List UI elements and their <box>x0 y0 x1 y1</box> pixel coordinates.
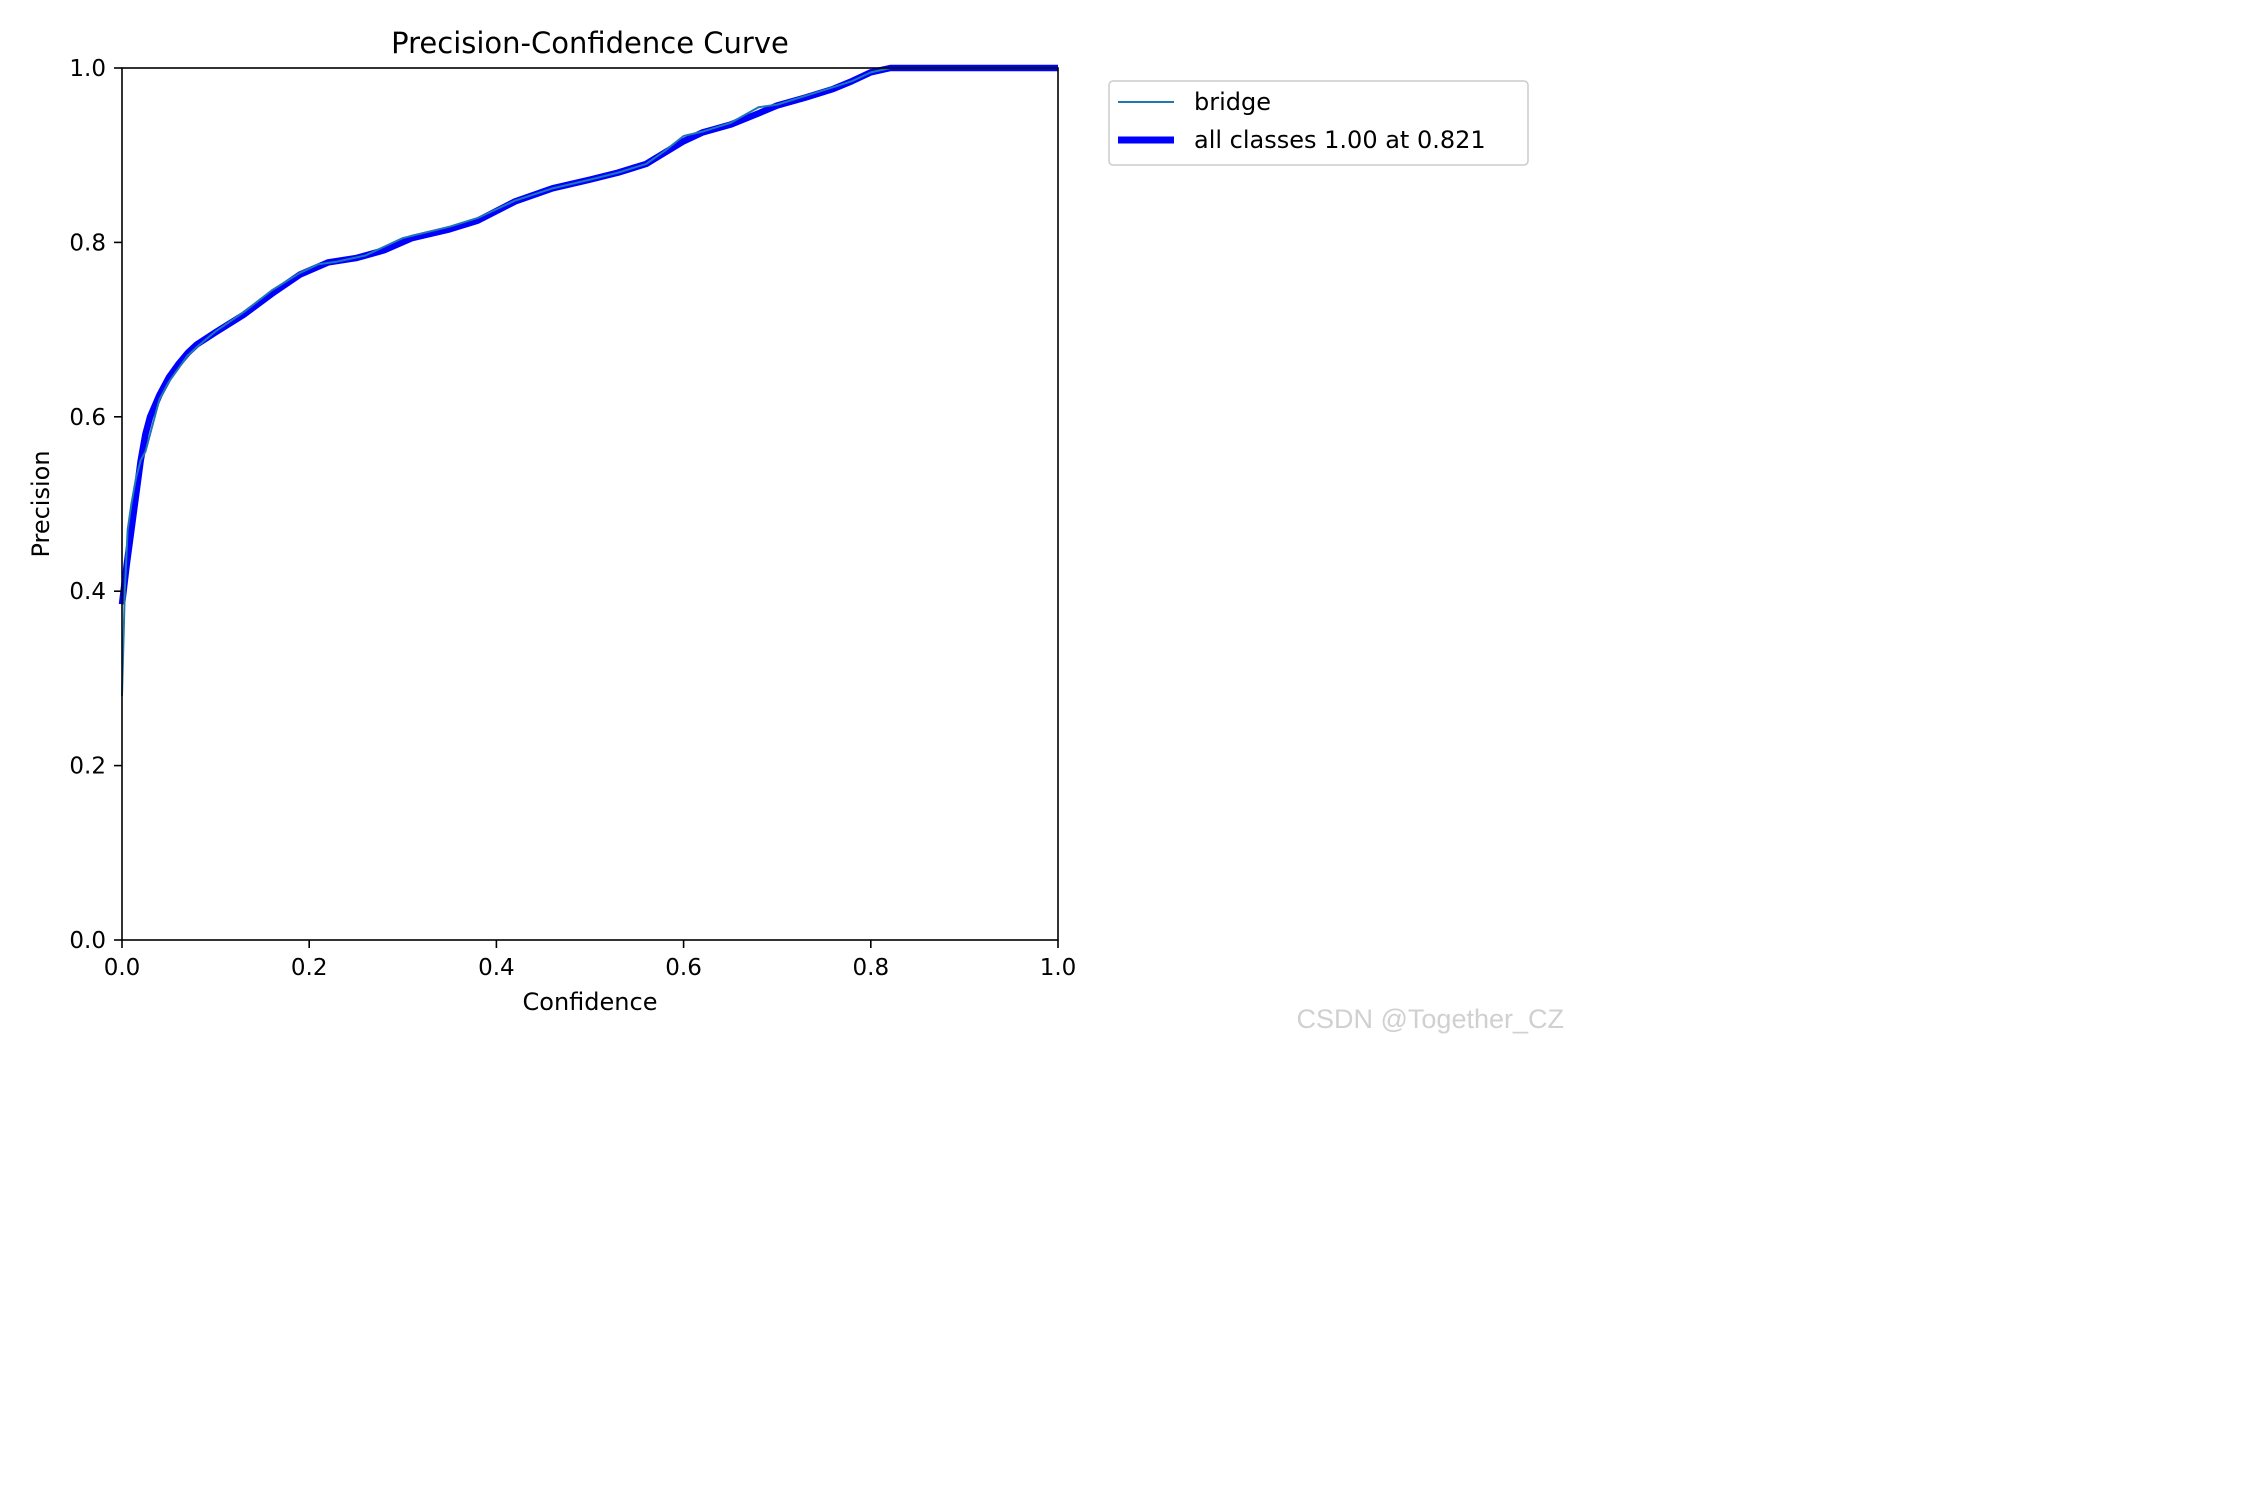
x-tick-label: 0.2 <box>291 955 328 981</box>
plot-frame <box>121 67 1059 941</box>
watermark: CSDN @Together_CZ <box>1297 1004 1565 1034</box>
series-line-all-classes <box>118 64 1058 605</box>
legend-label-all-classes: all classes 1.00 at 0.821 <box>1194 126 1486 154</box>
x-tick-label: 1.0 <box>1040 955 1077 981</box>
x-axis-label: Confidence <box>523 988 658 1016</box>
legend-box <box>1108 80 1529 166</box>
y-tick-label: 0.8 <box>69 230 106 256</box>
y-axis-ticks: 0.0 0.2 0.4 0.6 0.8 1.0 <box>69 56 122 954</box>
chart-title: Precision-Confidence Curve <box>391 26 789 60</box>
y-tick-label: 0.0 <box>69 928 106 954</box>
x-tick-label: 0.4 <box>478 955 515 981</box>
y-tick-label: 1.0 <box>69 56 106 82</box>
series-layer <box>118 64 1058 696</box>
series-line-bridge <box>121 67 1058 696</box>
y-tick-label: 0.2 <box>69 754 106 780</box>
x-tick-label: 0.8 <box>853 955 890 981</box>
y-tick-label: 0.6 <box>69 405 106 431</box>
legend: bridge all classes 1.00 at 0.821 <box>1108 80 1529 166</box>
legend-label-bridge: bridge <box>1194 88 1271 116</box>
y-axis-label: Precision <box>27 450 55 557</box>
x-axis-ticks: 0.0 0.2 0.4 0.6 0.8 1.0 <box>104 940 1077 981</box>
y-tick-label: 0.4 <box>69 579 106 605</box>
x-tick-label: 0.6 <box>665 955 702 981</box>
x-tick-label: 0.0 <box>104 955 141 981</box>
precision-confidence-chart: Precision-Confidence Curve 0.0 0.2 0.4 0.6 0… <box>0 0 1569 1046</box>
chart-background <box>0 0 1569 1046</box>
